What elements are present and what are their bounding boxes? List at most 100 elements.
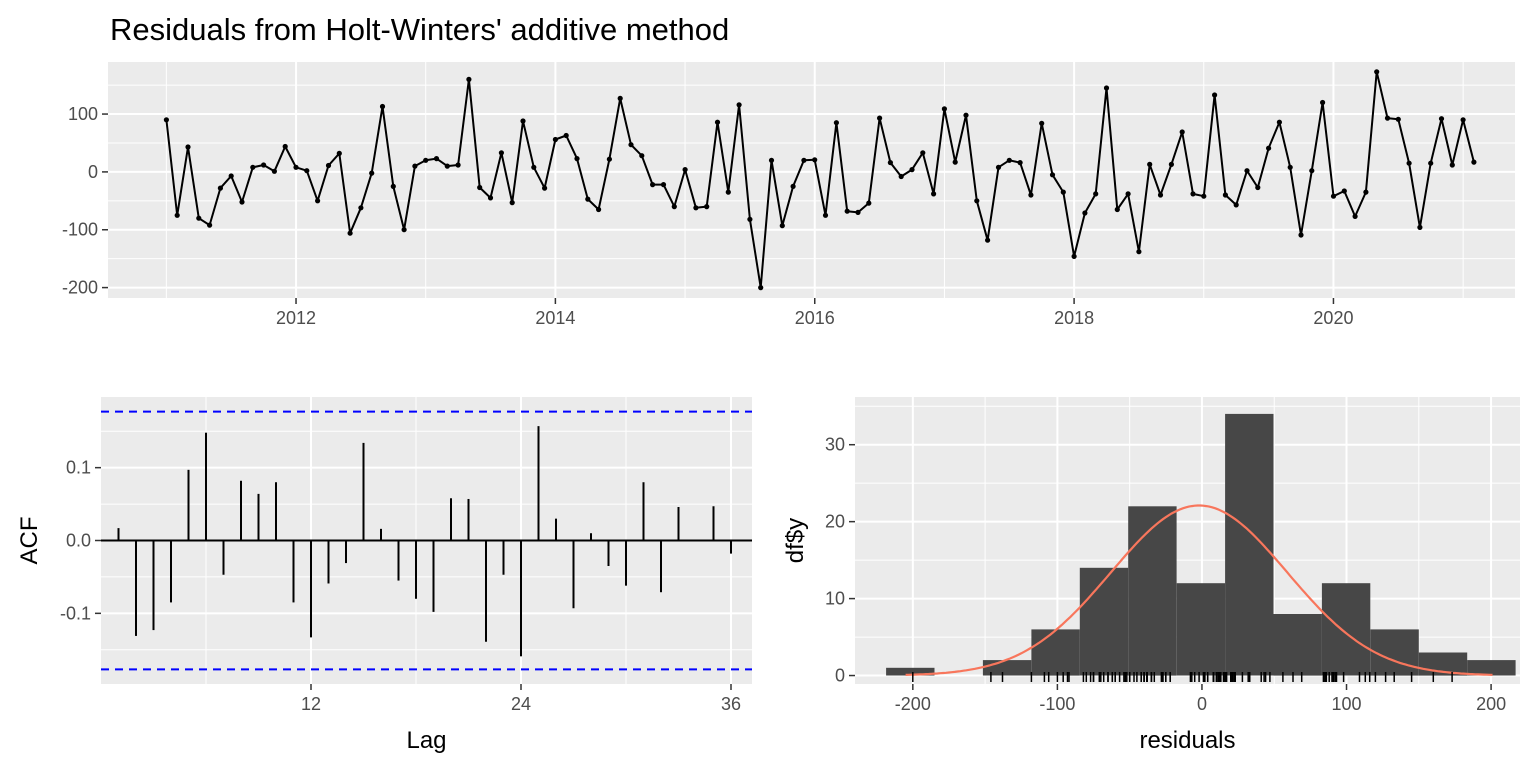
residual-point (347, 230, 353, 236)
residual-point (1449, 162, 1455, 168)
panel-background (108, 62, 1515, 298)
residual-point (801, 157, 807, 163)
residual-point (1103, 85, 1110, 91)
residual-point (1136, 249, 1142, 255)
residual-point (1460, 117, 1466, 123)
residual-point (1049, 172, 1056, 178)
residual-point (1330, 193, 1337, 199)
y-tick-label: 20 (825, 512, 845, 532)
residual-point (736, 102, 742, 108)
residual-point (498, 150, 504, 156)
residual-point (650, 182, 656, 188)
residual-point (682, 167, 688, 173)
residual-point (433, 156, 440, 162)
residual-point (1363, 189, 1369, 195)
residual-point (304, 168, 310, 174)
x-tick-label: 24 (511, 694, 531, 714)
residual-point (336, 150, 342, 156)
x-tick-label: 36 (721, 694, 741, 714)
residual-point (952, 159, 958, 165)
residual-point (1428, 160, 1434, 166)
x-tick-label: 200 (1476, 694, 1506, 714)
residual-point (1406, 160, 1412, 166)
residual-point (1287, 164, 1293, 170)
residual-point (369, 170, 375, 176)
residual-point (1352, 213, 1358, 219)
histogram-bar (1321, 583, 1371, 676)
residual-point (1039, 120, 1045, 126)
residual-point (714, 119, 721, 125)
residual-point (931, 191, 937, 197)
residual-point (520, 118, 526, 124)
y-tick-label: 0 (835, 666, 845, 686)
residual-point (444, 163, 450, 169)
y-tick-label: -200 (62, 278, 98, 298)
residual-point (1298, 232, 1304, 238)
residual-point (250, 164, 256, 170)
residual-point (574, 156, 580, 162)
residual-point (1266, 145, 1272, 151)
residual-point (455, 162, 461, 168)
x-tick-label: 2018 (1054, 308, 1094, 328)
histogram-bar (1225, 413, 1274, 676)
x-tick-label: 2014 (535, 308, 575, 328)
residual-point (185, 144, 191, 150)
residual-point (747, 216, 753, 222)
residual-point (379, 103, 386, 110)
residual-point (887, 160, 894, 166)
figure-title: Residuals from Holt-Winters' additive me… (110, 12, 729, 47)
x-tick-label: 2016 (795, 308, 835, 328)
histogram-bar (1176, 583, 1226, 676)
residual-point (239, 199, 245, 205)
residual-point (822, 212, 829, 218)
residual-point (1060, 189, 1066, 195)
residual-point (542, 185, 548, 191)
histogram-x-axis-label: residuals (1139, 727, 1235, 754)
residual-point (1157, 192, 1164, 198)
residual-point (271, 168, 277, 174)
residual-time-series-panel: 2012 2014 2016 2018 2020 -200 -100 0 100 (62, 62, 1515, 328)
histogram-bar (1128, 506, 1177, 676)
histogram-bar (1273, 614, 1322, 676)
residual-point (995, 164, 1002, 170)
residual-point (585, 196, 591, 202)
residual-point (898, 173, 904, 180)
residual-point (779, 223, 785, 229)
residual-point (768, 157, 775, 163)
residual-point (1190, 191, 1196, 197)
residual-point (1201, 193, 1207, 199)
normal-density-curve (905, 504, 1493, 676)
residual-point (315, 198, 321, 204)
residual-point (390, 183, 396, 189)
residual-point (812, 157, 818, 163)
residual-point (207, 222, 213, 228)
residual-point (1028, 192, 1034, 198)
histogram-bar (1467, 660, 1516, 676)
residual-point (1071, 253, 1077, 259)
x-tick-label: 2020 (1313, 308, 1353, 328)
residual-point (1341, 188, 1347, 194)
acf-y-axis-label: ACF (16, 517, 43, 565)
residual-point (217, 185, 223, 191)
residual-point (833, 120, 840, 126)
residual-point (758, 285, 764, 291)
residual-point (423, 157, 429, 163)
residual-point (1417, 224, 1423, 230)
acf-panel: 12 24 36 -0.1 0.0 0.1 Lag ACF (16, 397, 752, 754)
residual-point (1395, 116, 1401, 122)
residual-point (358, 205, 364, 211)
residual-point (261, 162, 267, 168)
residual-point (844, 208, 850, 214)
residual-point (466, 76, 472, 82)
residual-point (1222, 192, 1228, 198)
x-tick-label: -100 (1039, 694, 1075, 714)
residual-point (628, 142, 634, 148)
residual-point (1093, 191, 1099, 197)
residual-point (725, 189, 731, 195)
residual-point (1147, 161, 1153, 167)
residual-point (790, 183, 796, 189)
residual-point (1082, 210, 1088, 216)
histogram-bar (886, 667, 935, 676)
x-tick-label: 0 (1197, 694, 1207, 714)
